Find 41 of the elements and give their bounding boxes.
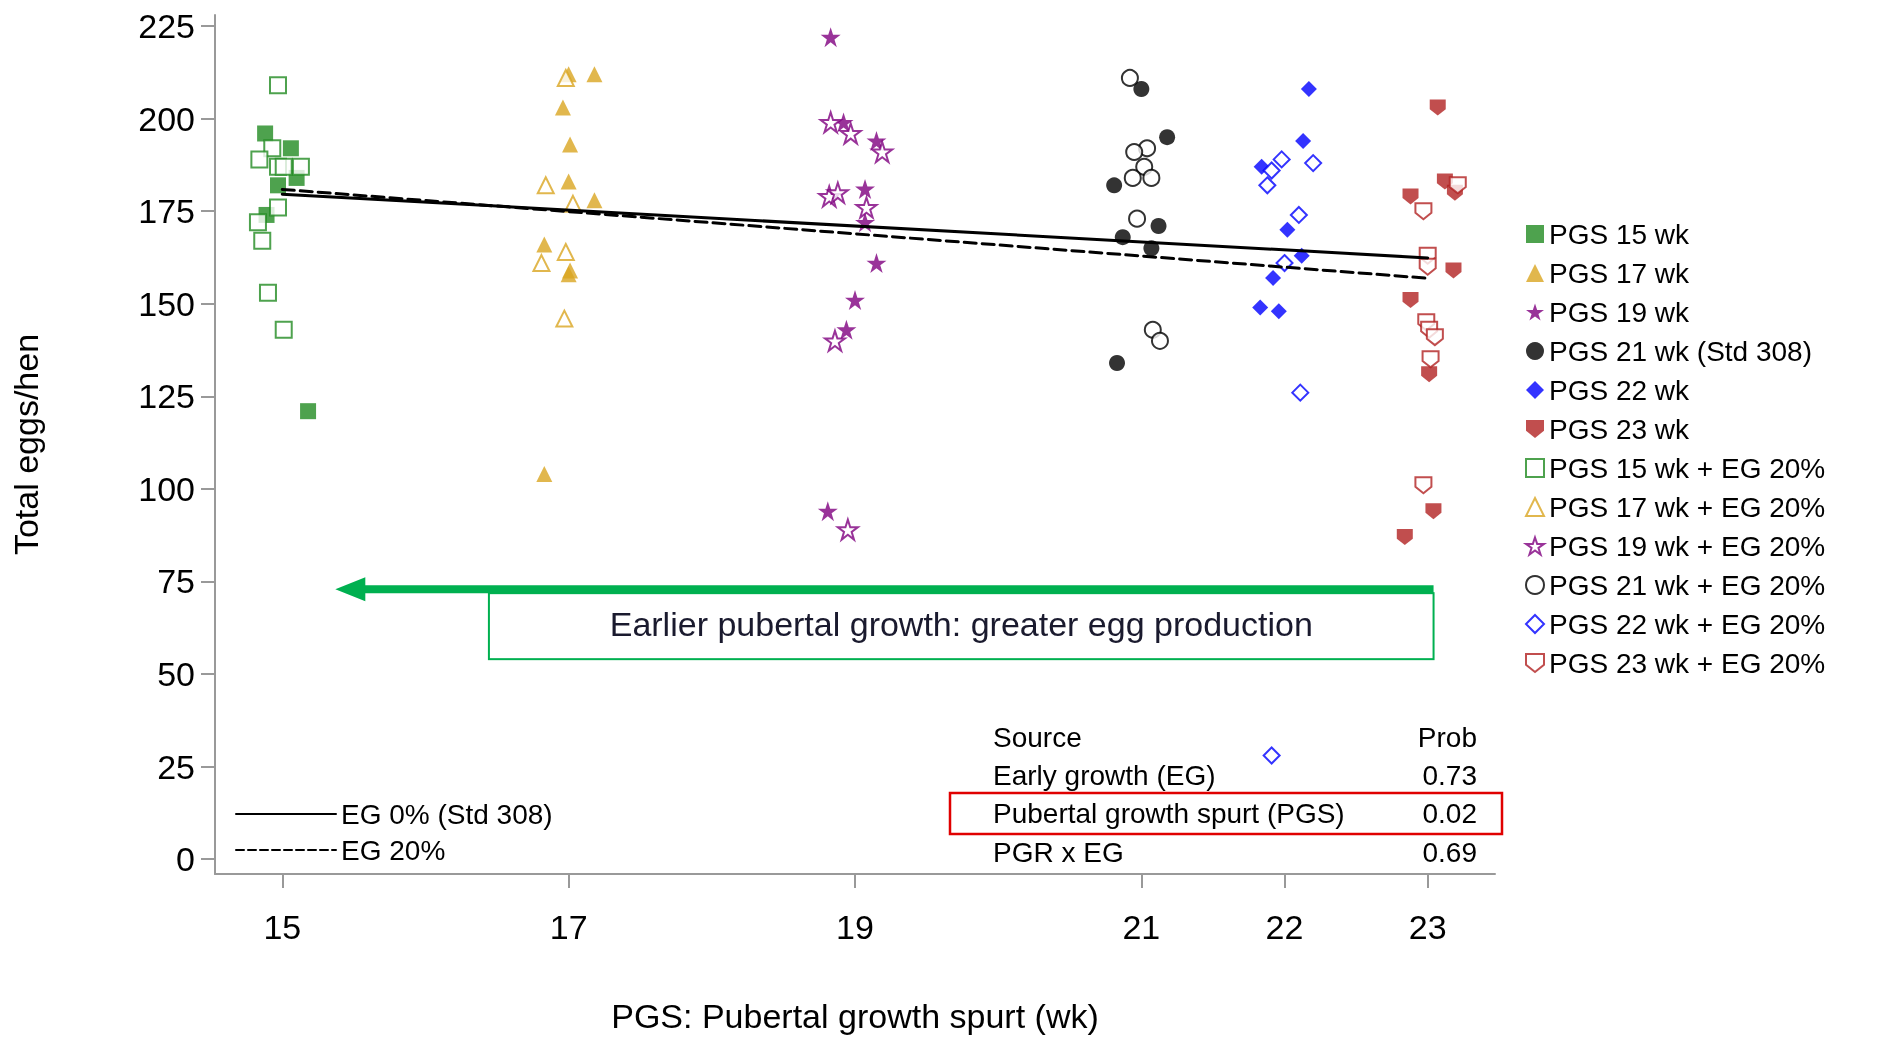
legend-label: PGS 15 wk + EG 20% xyxy=(1549,452,1826,484)
legend-label: PGS 23 wk + EG 20% xyxy=(1549,647,1826,679)
annotation: Source xyxy=(993,721,1082,753)
y-tick-label: 225 xyxy=(138,7,195,46)
annotation: PGR x EG xyxy=(993,836,1124,868)
legend-label: EG 20% xyxy=(341,834,446,866)
annotation: 0.73 xyxy=(1422,759,1477,791)
x-tick-label: 22 xyxy=(1265,908,1304,946)
legend-label: PGS 23 wk xyxy=(1549,413,1691,445)
legend-label: PGS 19 wk xyxy=(1549,296,1691,328)
y-tick-label: 0 xyxy=(176,840,195,879)
legend-label: PGS 19 wk + EG 20% xyxy=(1549,530,1826,562)
annotation: 0.02 xyxy=(1422,797,1477,829)
legend-label: PGS 22 wk xyxy=(1549,374,1691,406)
x-tick-label: 15 xyxy=(263,908,302,946)
legend-label: PGS 21 wk (Std 308) xyxy=(1549,335,1813,367)
legend-label: EG 0% (Std 308) xyxy=(341,798,553,830)
annotation: 0.69 xyxy=(1422,836,1477,868)
y-tick-label: 150 xyxy=(138,284,195,323)
annotation: Pubertal growth spurt (PGS) xyxy=(993,797,1345,829)
annotation: Prob xyxy=(1417,721,1477,753)
legend-label: PGS 17 wk + EG 20% xyxy=(1549,491,1826,523)
legend-label: PGS 22 wk + EG 20% xyxy=(1549,608,1826,640)
x-tick-label: 21 xyxy=(1122,908,1161,946)
annotation: Earlier pubertal growth: greater egg production xyxy=(609,605,1313,644)
legend-label: PGS 15 wk xyxy=(1549,218,1691,250)
x-tick-label: 17 xyxy=(549,908,588,946)
y-tick-label: 200 xyxy=(138,99,195,138)
y-tick-label: 75 xyxy=(157,562,195,601)
x-axis-title: PGS: Pubertal growth spurt (wk) xyxy=(611,997,1099,1035)
y-axis-title: Total eggs/hen xyxy=(7,333,45,556)
legend-label: PGS 21 wk + EG 20% xyxy=(1549,569,1826,601)
x-tick-label: 19 xyxy=(836,908,874,946)
y-tick-label: 25 xyxy=(157,747,195,786)
legend-label: PGS 17 wk xyxy=(1549,257,1691,289)
y-tick-label: 50 xyxy=(157,655,195,694)
annotation: Early growth (EG) xyxy=(993,759,1216,791)
x-tick-label: 23 xyxy=(1408,908,1447,946)
y-tick-label: 100 xyxy=(138,469,195,508)
y-tick-label: 125 xyxy=(138,377,195,416)
y-tick-label: 175 xyxy=(138,192,195,231)
